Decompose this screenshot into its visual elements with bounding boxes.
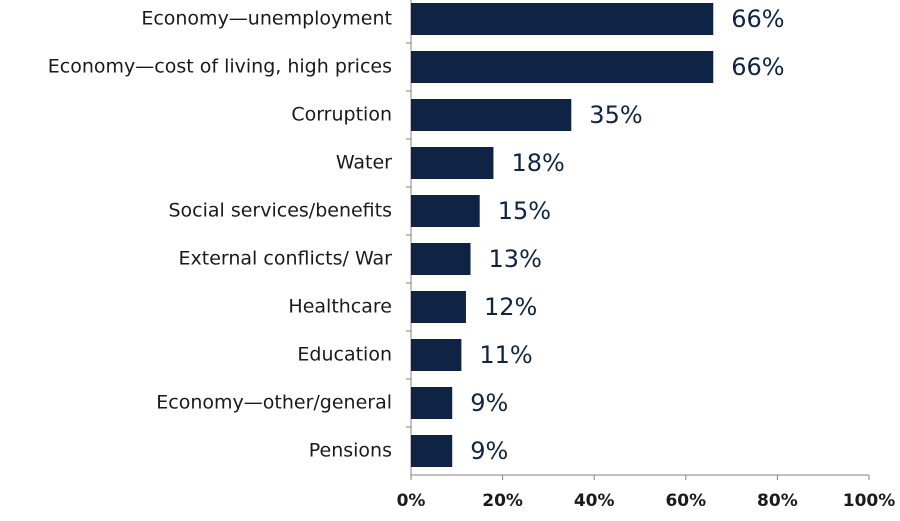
data-label: 13% <box>489 245 542 273</box>
category-label: External conflicts/ War <box>179 248 393 270</box>
bar <box>411 3 714 35</box>
x-tick-label: 40% <box>574 491 615 511</box>
x-tick-label: 80% <box>757 491 798 511</box>
category-label: Healthcare <box>288 296 392 318</box>
data-label: 66% <box>731 5 784 33</box>
data-label: 35% <box>589 101 642 129</box>
category-label: Pensions <box>309 440 392 462</box>
bar <box>411 339 462 371</box>
bar <box>411 195 480 227</box>
bar <box>411 243 471 275</box>
data-label: 12% <box>484 293 537 321</box>
data-label: 66% <box>731 53 784 81</box>
bar <box>411 51 714 83</box>
x-tick-label: 20% <box>482 491 523 511</box>
data-label: 9% <box>470 437 508 465</box>
bar <box>411 387 453 419</box>
bar <box>411 99 572 131</box>
x-tick-label: 0% <box>397 491 426 511</box>
category-label: Corruption <box>291 104 392 126</box>
bar <box>411 291 466 323</box>
category-label: Social services/benefits <box>168 200 392 222</box>
category-label: Economy—cost of living, high prices <box>48 56 392 78</box>
x-tick-label: 100% <box>843 491 896 511</box>
bar <box>411 147 494 179</box>
data-label: 11% <box>479 341 532 369</box>
data-label: 9% <box>470 389 508 417</box>
category-label: Economy—unemployment <box>141 8 392 30</box>
x-tick-label: 60% <box>665 491 706 511</box>
category-label: Economy—other/general <box>156 392 392 414</box>
category-label: Education <box>297 344 392 366</box>
data-label: 18% <box>511 149 564 177</box>
category-label: Water <box>336 152 392 174</box>
bar <box>411 435 453 467</box>
data-label: 15% <box>498 197 551 225</box>
